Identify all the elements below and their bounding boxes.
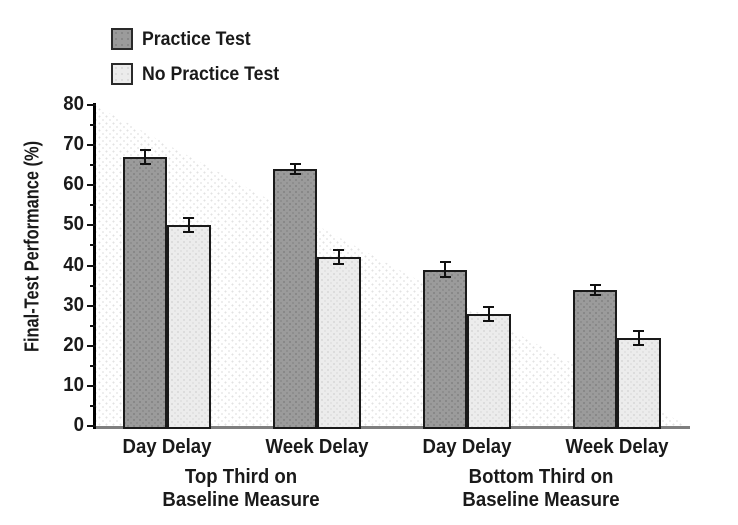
x-category-label: Day Delay <box>422 436 511 458</box>
x-category-label: Week Delay <box>264 436 369 458</box>
error-bar-cap-bottom <box>289 173 301 176</box>
y-axis-tick-major <box>87 104 96 106</box>
legend-label-no-practice-test: No Practice Test <box>142 64 280 85</box>
error-bar-cap-bottom <box>439 275 451 278</box>
error-bar-cap-top <box>333 249 344 252</box>
legend-swatch-practice-test <box>111 28 133 50</box>
bar-practice-test <box>573 290 617 429</box>
error-bar-whisker <box>337 251 340 264</box>
y-axis-tick-label: 50 <box>63 213 84 235</box>
y-axis-tick-minor <box>90 365 96 367</box>
error-bar-cap-top <box>289 163 301 166</box>
error-bar-whisker <box>444 263 446 276</box>
y-axis-tick-label: 60 <box>63 173 84 195</box>
error-bar-whisker <box>637 331 640 344</box>
y-axis-tick-major <box>87 184 96 186</box>
y-axis-tick-major <box>87 144 96 146</box>
error-bar-whisker <box>294 165 296 174</box>
bar-no-practice-test <box>616 338 661 429</box>
error-bar-cap-bottom <box>633 343 644 346</box>
group-label-bottom-third-line2: Baseline Measure <box>462 489 620 511</box>
error-bar-cap-top <box>633 329 644 332</box>
y-axis-tick-label: 20 <box>63 334 84 356</box>
error-bar-cap-top <box>139 149 151 152</box>
y-axis-tick-minor <box>90 204 96 206</box>
y-axis-tick-label: 0 <box>73 414 84 436</box>
y-axis-tick-minor <box>90 405 96 407</box>
legend-swatch-no-practice-test <box>111 63 133 85</box>
bar-no-practice-test <box>466 314 511 429</box>
legend-label-practice-test: Practice Test <box>142 29 251 50</box>
y-axis-tick-label: 70 <box>63 133 84 155</box>
x-category-label: Week Delay <box>564 436 669 458</box>
error-bar-whisker <box>144 151 146 164</box>
error-bar-whisker <box>187 219 190 232</box>
y-axis-tick-major <box>87 265 96 267</box>
y-axis-tick-label: 30 <box>63 294 84 316</box>
error-bar-cap-top <box>439 261 451 264</box>
y-axis-tick-major <box>87 224 96 226</box>
y-axis-tick-major <box>87 385 96 387</box>
y-axis-tick-minor <box>90 285 96 287</box>
group-label-top-third-line2: Baseline Measure <box>162 489 320 511</box>
y-axis-tick-minor <box>90 244 96 246</box>
group-label-bottom-third-line1: Bottom Third on <box>468 466 614 488</box>
group-label-top-third-line1: Top Third on <box>184 466 298 488</box>
y-axis-tick-label: 10 <box>63 374 84 396</box>
error-bar-cap-bottom <box>183 231 194 234</box>
error-bar-whisker <box>594 285 596 294</box>
y-axis-tick-label: 80 <box>63 93 84 115</box>
y-axis-tick-major <box>87 345 96 347</box>
y-axis-tick-minor <box>90 164 96 166</box>
x-axis-line <box>93 426 690 429</box>
y-axis-tick-label: 40 <box>63 254 84 276</box>
bar-practice-test <box>273 169 317 429</box>
y-axis-tick-major <box>87 425 96 427</box>
error-bar-cap-top <box>483 305 494 308</box>
bar-no-practice-test <box>316 257 361 429</box>
y-axis-tick-minor <box>90 325 96 327</box>
bar-practice-test <box>423 270 467 429</box>
bar-no-practice-test <box>166 225 211 429</box>
y-axis-tick-major <box>87 305 96 307</box>
y-axis-tick-minor <box>90 124 96 126</box>
error-bar-whisker <box>487 307 490 320</box>
x-category-label: Day Delay <box>122 436 211 458</box>
error-bar-cap-bottom <box>333 263 344 266</box>
error-bar-cap-top <box>183 217 194 220</box>
bar-practice-test <box>123 157 167 429</box>
error-bar-cap-bottom <box>589 293 601 296</box>
error-bar-cap-bottom <box>139 163 151 166</box>
error-bar-cap-bottom <box>483 319 494 322</box>
error-bar-cap-top <box>589 283 601 286</box>
